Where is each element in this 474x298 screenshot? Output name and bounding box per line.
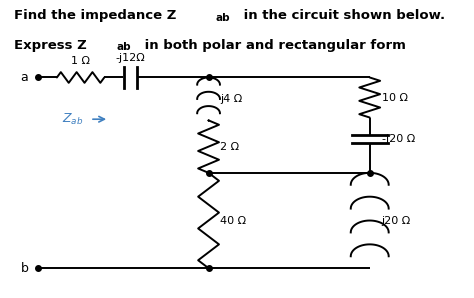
Text: j20 Ω: j20 Ω (382, 215, 411, 226)
Text: j4 Ω: j4 Ω (220, 94, 243, 104)
Text: Express Z: Express Z (14, 39, 87, 52)
Text: -j20 Ω: -j20 Ω (382, 134, 415, 144)
Text: 40 Ω: 40 Ω (220, 215, 246, 226)
Text: in the circuit shown below.: in the circuit shown below. (239, 9, 446, 22)
Text: Find the impedance Z: Find the impedance Z (14, 9, 177, 22)
Text: 1 Ω: 1 Ω (71, 56, 90, 66)
Text: ab: ab (216, 13, 230, 23)
Text: b: b (20, 262, 28, 275)
Text: 2 Ω: 2 Ω (220, 142, 239, 152)
Text: $Z_{ab}$: $Z_{ab}$ (62, 112, 83, 127)
Text: a: a (21, 71, 28, 84)
Text: ab: ab (116, 42, 131, 52)
Text: 10 Ω: 10 Ω (382, 92, 408, 103)
Text: -j12Ω: -j12Ω (116, 53, 145, 63)
Text: in both polar and rectangular form: in both polar and rectangular form (140, 39, 406, 52)
